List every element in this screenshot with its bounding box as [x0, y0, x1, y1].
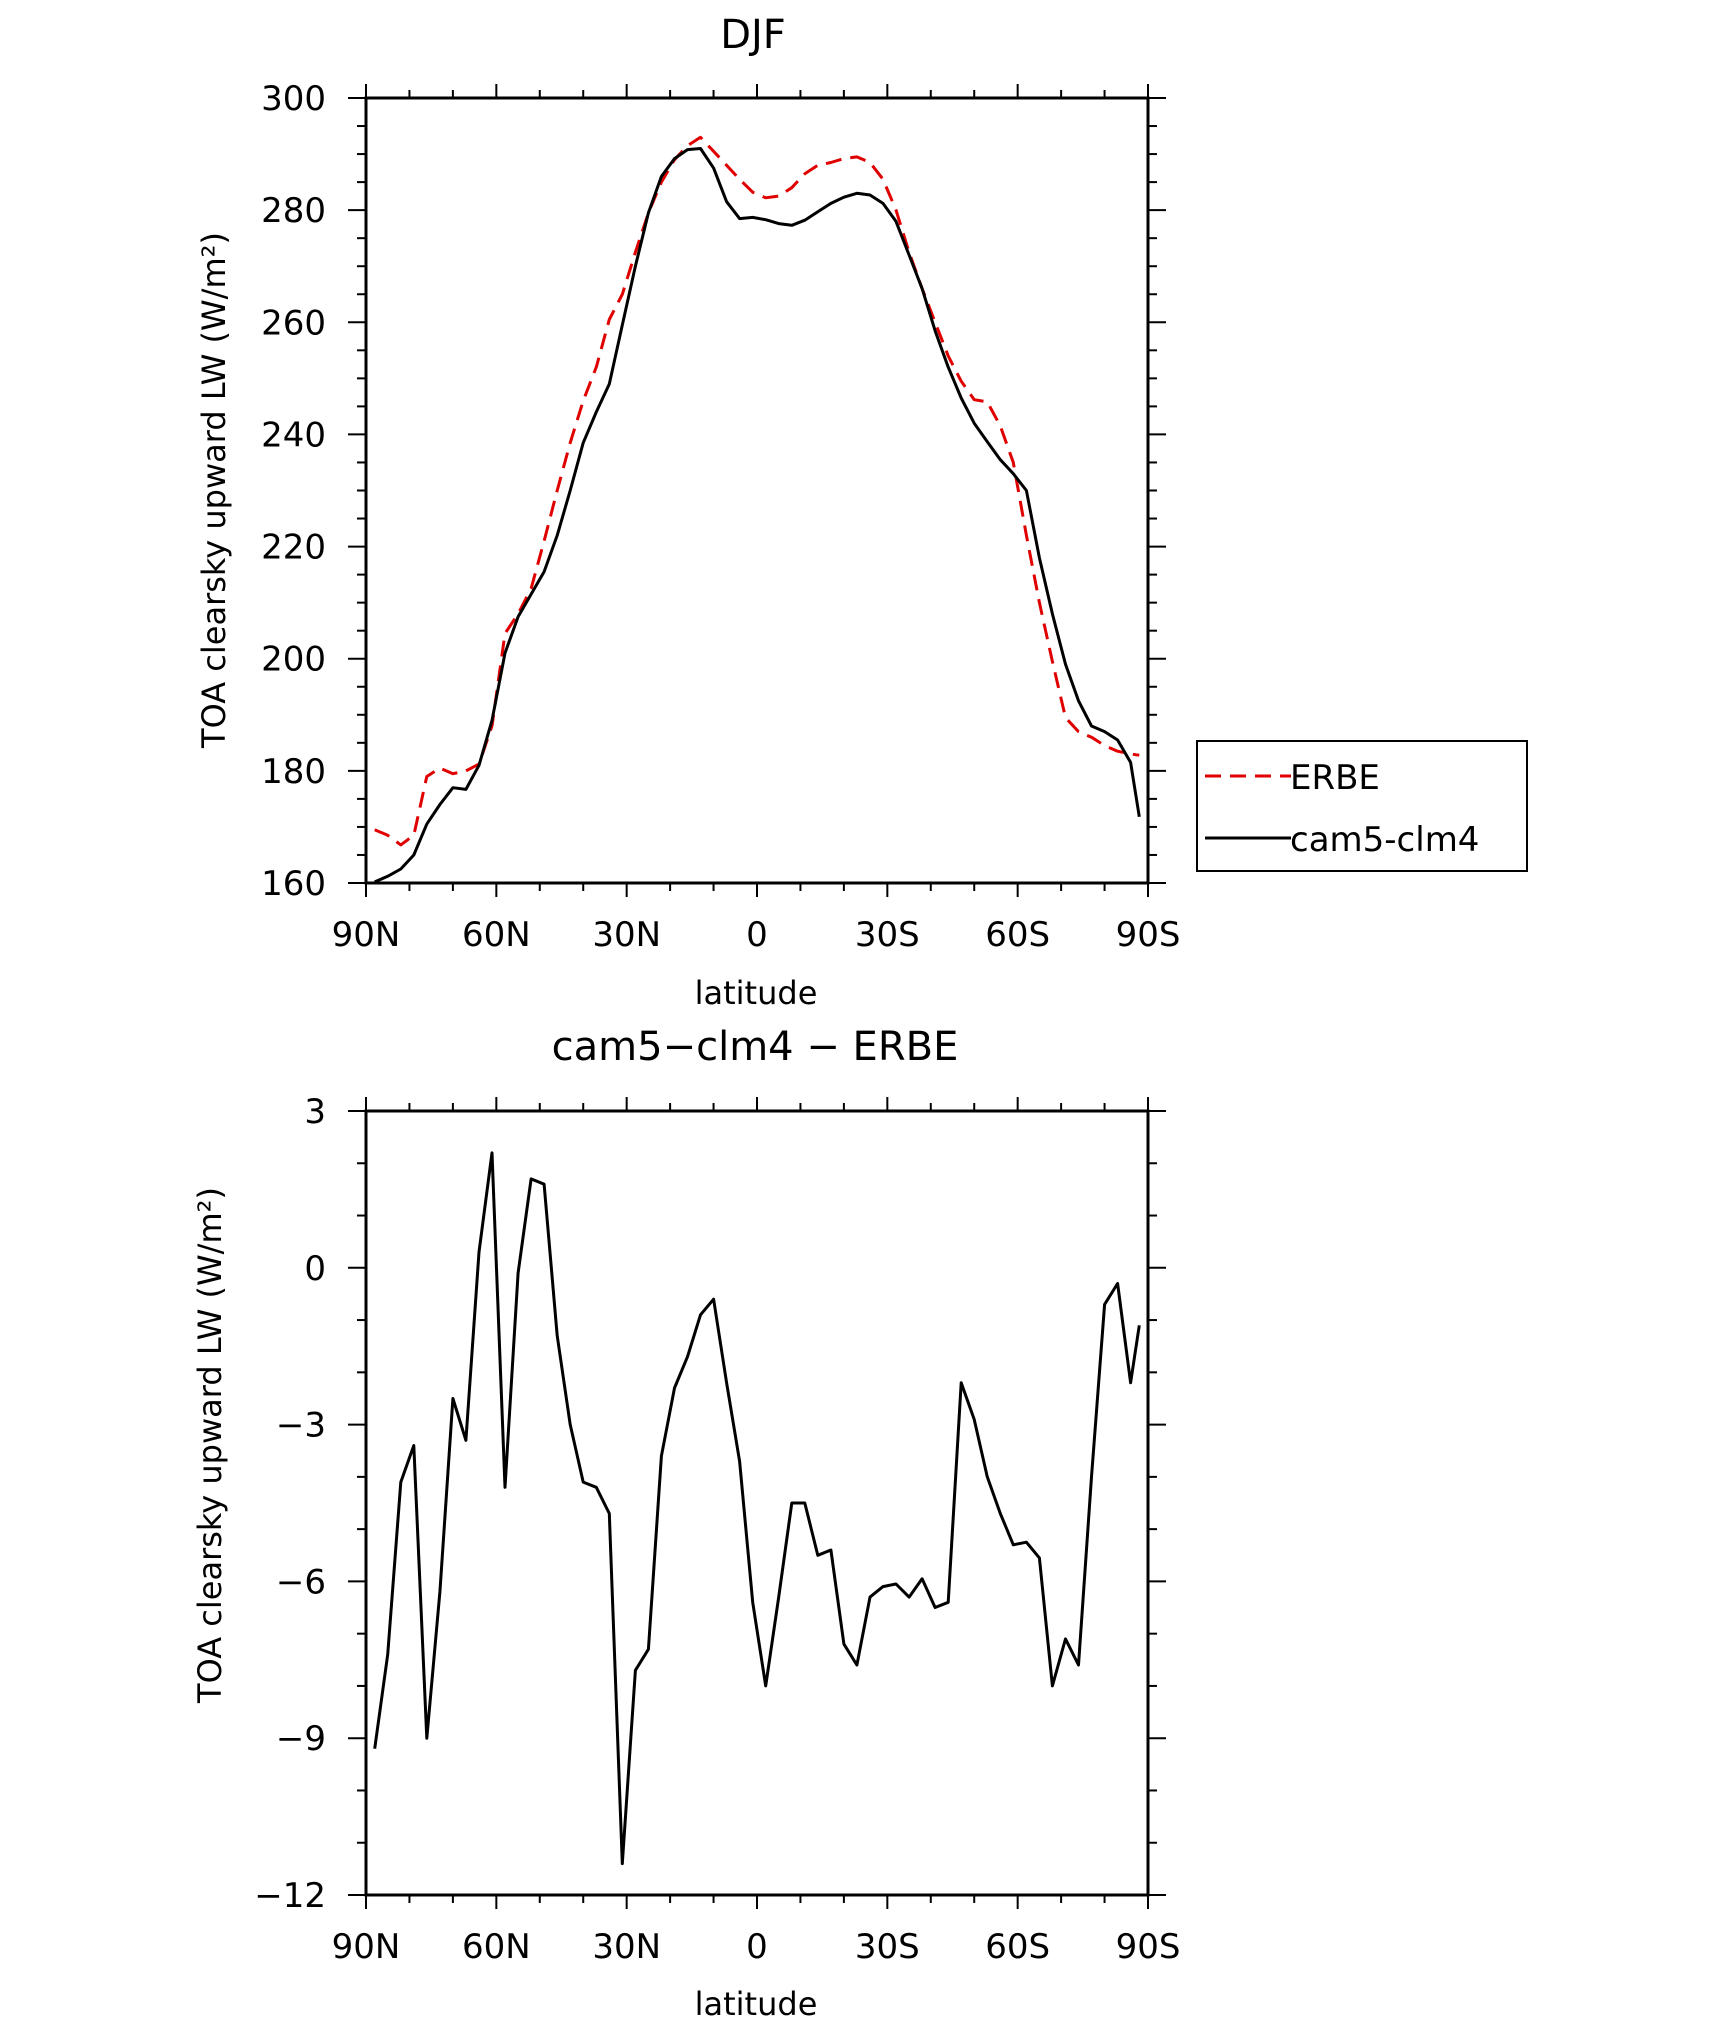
y-tick-label: −6	[276, 1562, 326, 1602]
y-tick-label: −12	[254, 1876, 326, 1916]
axes-djf: 90N 60N 30N 0 30S 60S 90S 160 180 200 220 240 260 280…	[261, 79, 1180, 955]
x-tick-label: 60S	[985, 915, 1050, 955]
legend-box	[1196, 740, 1528, 872]
y-tick-label: 180	[261, 752, 326, 792]
series-lines-difference	[373, 1151, 1141, 1866]
x-tick-label: 0	[746, 915, 768, 955]
djf-panel: DJF TOA clearsky upward LW (W/m²) latitu…	[195, 12, 1528, 1012]
x-axis-label-djf: latitude	[695, 974, 818, 1012]
y-tick-label: 260	[261, 303, 326, 343]
y-tick-label: 220	[261, 528, 326, 568]
legend-label-erbe: ERBE	[1290, 758, 1380, 798]
x-tick-label: 90N	[332, 915, 401, 955]
y-axis-label-djf: TOA clearsky upward LW (W/m²)	[195, 232, 233, 749]
x-tick-label: 30N	[592, 1927, 661, 1967]
y-tick-label: 0	[304, 1249, 326, 1289]
y-tick-label: 300	[261, 79, 326, 119]
axes-difference: 90N 60N 30N 0 30S 60S 90S 3 0 −3 −6 −9 −12	[254, 1092, 1180, 1967]
legend-label-cam5-clm4: cam5-clm4	[1290, 820, 1479, 860]
y-tick-label: −9	[276, 1719, 326, 1759]
legend: ERBE cam5-clm4	[1196, 740, 1528, 872]
y-tick-label: 160	[261, 864, 326, 904]
x-tick-label: 60N	[462, 1927, 531, 1967]
x-tick-label: 60N	[462, 915, 531, 955]
y-tick-label: 3	[304, 1092, 326, 1132]
x-tick-label: 90S	[1116, 915, 1181, 955]
x-axis-label-difference: latitude	[695, 1985, 818, 2021]
x-tick-label: 60S	[985, 1927, 1050, 1967]
x-tick-label: 90N	[332, 1927, 401, 1967]
series-line-difference	[373, 1151, 1141, 1866]
series-line-erbe	[374, 135, 1140, 847]
x-tick-label: 30N	[592, 915, 661, 955]
difference-panel: cam5−clm4 − ERBE TOA clearsky upward LW …	[191, 1024, 1180, 2021]
series-lines-djf	[374, 135, 1141, 884]
chart-title-djf: DJF	[720, 12, 786, 58]
chart-title-difference: cam5−clm4 − ERBE	[552, 1024, 959, 1070]
x-tick-label: 0	[746, 1927, 768, 1967]
x-tick-label: 90S	[1116, 1927, 1181, 1967]
y-axis-label-difference: TOA clearsky upward LW (W/m²)	[191, 1187, 229, 1704]
plot-frame	[364, 96, 1150, 885]
series-line-cam5-clm4	[374, 147, 1141, 884]
x-tick-label: 30S	[855, 1927, 920, 1967]
x-tick-label: 30S	[855, 915, 920, 955]
y-tick-label: −3	[276, 1406, 326, 1446]
y-tick-label: 280	[261, 191, 326, 231]
y-tick-label: 200	[261, 640, 326, 680]
y-tick-label: 240	[261, 415, 326, 455]
